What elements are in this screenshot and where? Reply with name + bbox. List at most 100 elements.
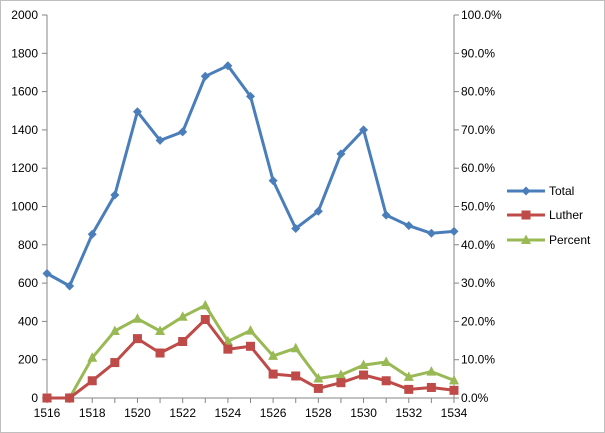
data-point (449, 385, 459, 395)
x-tick-label: 1526 (260, 406, 287, 420)
data-point (381, 376, 391, 386)
y-left-tick-label: 800 (18, 238, 38, 252)
y-left-tick-label: 600 (18, 276, 38, 290)
x-tick-label: 1532 (395, 406, 422, 420)
y-left-tick-label: 1400 (11, 123, 38, 137)
data-point (132, 334, 142, 344)
data-point (155, 325, 166, 335)
data-point (291, 371, 301, 381)
data-point (65, 393, 75, 403)
data-point (268, 369, 278, 379)
data-point (223, 344, 233, 354)
y-left-tick-label: 400 (18, 314, 38, 328)
data-point (42, 393, 52, 403)
data-point (359, 370, 369, 380)
data-point (87, 376, 97, 386)
data-point (521, 234, 531, 244)
data-point (132, 107, 142, 117)
y-right-tick-label: 50.0% (461, 200, 495, 214)
data-point (404, 221, 414, 231)
y-right-tick-label: 40.0% (461, 238, 495, 252)
y-left-tick-label: 1600 (11, 85, 38, 99)
data-point (313, 372, 324, 383)
data-point (155, 348, 165, 358)
data-point (42, 269, 52, 279)
data-point (132, 313, 143, 323)
y-right-tick-label: 0.0% (461, 391, 489, 405)
data-point (521, 210, 531, 220)
data-point (178, 337, 188, 347)
data-point (177, 311, 188, 321)
data-point (87, 229, 97, 239)
data-point (110, 190, 120, 200)
legend-entry-luther: Luther (507, 208, 583, 222)
series-total (42, 61, 459, 291)
data-point (381, 210, 391, 220)
data-point (222, 335, 233, 346)
data-point (313, 383, 323, 393)
data-point (245, 325, 256, 335)
y-right-tick-label: 30.0% (461, 276, 495, 290)
data-point (403, 371, 414, 381)
x-tick-label: 1530 (350, 406, 377, 420)
y-right-tick-label: 20.0% (461, 314, 495, 328)
y-left-tick-label: 1000 (11, 200, 38, 214)
y-right-tick-label: 60.0% (461, 161, 495, 175)
data-point (336, 378, 346, 388)
y-left-tick-label: 1200 (11, 161, 38, 175)
data-point (381, 356, 392, 366)
data-point (246, 341, 255, 351)
data-point (521, 186, 531, 196)
data-point (426, 366, 437, 376)
x-tick-label: 1520 (124, 406, 151, 420)
data-point (426, 382, 436, 392)
data-point (109, 325, 120, 335)
data-point (290, 342, 301, 353)
data-point (268, 350, 279, 360)
series-percent (42, 299, 459, 402)
data-point (359, 125, 369, 135)
legend-label: Total (549, 184, 574, 198)
y-left-tick-label: 0 (31, 391, 38, 405)
data-point (426, 228, 436, 238)
data-point (223, 61, 233, 71)
y-left-tick-label: 2000 (11, 8, 38, 22)
data-point (110, 358, 120, 368)
data-point (291, 224, 301, 234)
legend-entry-total: Total (507, 184, 574, 198)
data-point (155, 135, 165, 145)
data-point (404, 384, 414, 394)
legend-label: Percent (549, 233, 591, 247)
plot-series (42, 61, 459, 403)
y-right-tick-label: 10.0% (461, 353, 495, 367)
x-tick-label: 1524 (215, 406, 242, 420)
data-point (336, 149, 346, 159)
legend-label: Luther (549, 208, 583, 222)
y-right-tick-label: 100.0% (461, 8, 502, 22)
data-point (268, 176, 278, 186)
tick-labels: 0 200 400 600 800 1000 1200 1400 1600 1800 2000 0.0… (11, 8, 502, 420)
x-tick-label: 1534 (441, 406, 468, 420)
legend-entry-percent: Percent (507, 233, 591, 247)
y-right-tick-label: 90.0% (461, 46, 495, 60)
y-right-tick-label: 70.0% (461, 123, 495, 137)
data-point (200, 71, 210, 81)
data-point (178, 127, 188, 137)
legend: Total Luther Percent (507, 184, 591, 247)
x-tick-label: 1518 (79, 406, 106, 420)
x-tick-label: 1516 (34, 406, 61, 420)
data-point (200, 299, 211, 310)
data-point (246, 91, 255, 101)
data-point (65, 281, 75, 291)
y-left-tick-label: 200 (18, 353, 38, 367)
data-point (200, 314, 210, 324)
axes (42, 14, 459, 403)
data-point (313, 206, 323, 216)
data-point (335, 369, 346, 380)
y-left-tick-label: 1800 (11, 46, 38, 60)
y-right-tick-label: 80.0% (461, 85, 495, 99)
data-point (449, 226, 459, 236)
x-tick-label: 1522 (169, 406, 196, 420)
data-point (449, 374, 459, 385)
